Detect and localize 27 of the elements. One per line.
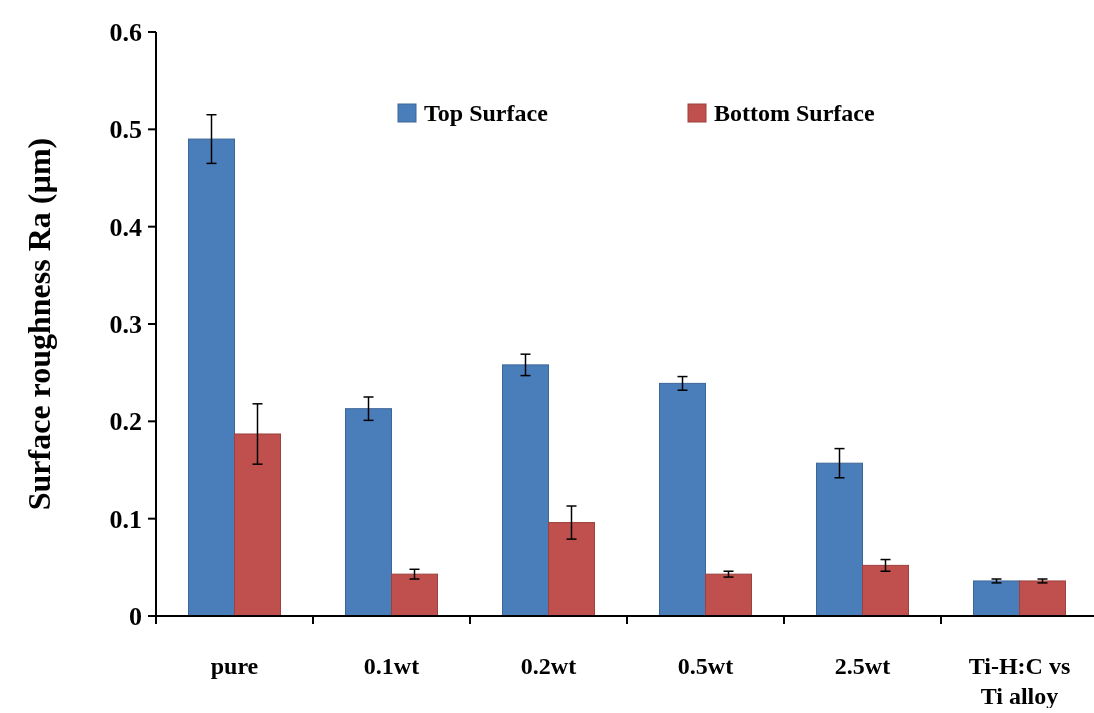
bar	[705, 573, 752, 617]
y-tick-label: 0.5	[109, 115, 142, 145]
bar	[548, 522, 595, 617]
bar	[234, 433, 281, 617]
bar	[188, 138, 235, 617]
bar	[391, 573, 438, 617]
y-tick-label: 0	[129, 602, 142, 632]
bar	[1019, 580, 1066, 617]
y-tick-label: 0.1	[109, 504, 142, 534]
bar	[862, 564, 909, 617]
y-axis-title: Surface roughness Ra (µm)	[21, 137, 57, 511]
x-tick-label: 2.5wt	[834, 653, 891, 679]
x-tick-label: 0.2wt	[520, 653, 577, 679]
x-tick-label: 0.1wt	[363, 653, 420, 679]
y-tick-label: 0.4	[109, 212, 142, 242]
bar	[345, 408, 392, 617]
y-tick-label: 0.2	[109, 407, 142, 437]
bar	[973, 580, 1020, 617]
y-tick-label: 0.6	[109, 18, 142, 48]
legend-label: Top Surface	[424, 100, 549, 127]
y-tick-label: 0.3	[109, 310, 142, 340]
legend-label: Bottom Surface	[714, 100, 875, 127]
x-tick-label: 0.5wt	[677, 653, 734, 679]
bar	[502, 364, 549, 617]
bar	[816, 462, 863, 617]
x-tick-label: pure	[210, 653, 259, 679]
bar	[659, 382, 706, 617]
